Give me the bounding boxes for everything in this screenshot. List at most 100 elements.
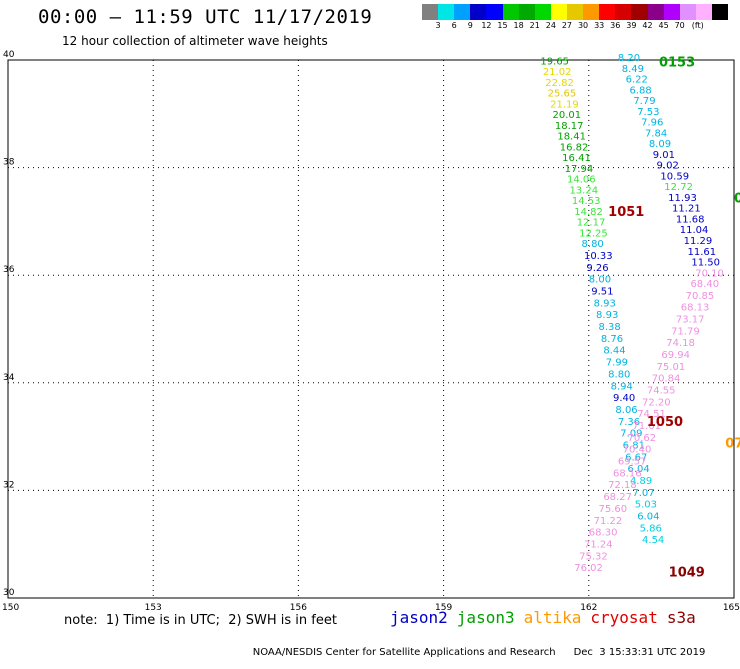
wave-height-value: 7.36 [618, 417, 640, 428]
legend-label: 42 [642, 21, 653, 30]
wave-height-value: 11.68 [676, 214, 705, 225]
legend-label: 15 [497, 21, 508, 30]
color-legend-labels: 3 6 9 12 15 18 21 24 27 30 33 36 39 42 45 70 (ft) [422, 21, 728, 33]
map-grid [7, 59, 735, 599]
wave-height-value: 8.20 [618, 53, 640, 64]
wave-height-value: 14.53 [572, 196, 601, 207]
legend-swatch [502, 4, 519, 20]
wave-height-value: 12.25 [579, 228, 608, 239]
wave-height-value: 70.85 [686, 291, 715, 302]
pass-time-label: 1049 [669, 565, 705, 580]
page-title: 00:00 – 11:59 UTC 11/17/2019 [38, 6, 373, 28]
credit-org: NOAA/NESDIS Center for Satellite Applica… [252, 647, 556, 658]
pass-time-label: 0153 [659, 55, 695, 70]
legend-label: (ft) [691, 21, 704, 30]
legend-label: 27 [561, 21, 573, 30]
altimeter-map-page: 00:00 – 11:59 UTC 11/17/2019 12 hour col… [2, 4, 740, 658]
track-t3: 68.4070.8568.1373.1771.7974.1869.9475.01… [574, 279, 719, 574]
wave-height-value: 71.24 [584, 539, 613, 550]
lon-tick-label: 153 [145, 603, 162, 613]
wave-height-value: 68.27 [603, 492, 632, 503]
wave-height-value: 7.84 [645, 128, 667, 139]
lon-tick-label: 162 [580, 603, 597, 613]
wave-height-value: 6.88 [629, 85, 651, 96]
pass-time-label: 0 [734, 192, 740, 207]
lon-tick-label: 159 [435, 603, 452, 613]
wave-height-value: 8.06 [615, 405, 637, 416]
wave-height-value: 9.26 [586, 263, 608, 274]
wave-height-value: 73.17 [676, 315, 705, 326]
wave-height-value: 9.01 [653, 150, 675, 161]
pass-time-label: 1051 [608, 205, 644, 220]
wave-height-value: 71.61 [632, 421, 661, 432]
wave-height-value: 11.04 [680, 225, 709, 236]
color-legend-bar [422, 4, 729, 20]
legend-swatch [454, 4, 471, 20]
wave-height-value: 75.60 [598, 504, 627, 515]
legend-swatch [534, 4, 551, 20]
legend-swatch [711, 4, 729, 20]
wave-height-value: 11.21 [672, 204, 701, 215]
wave-height-value: 9.02 [657, 161, 679, 172]
lat-tick-label: 38 [3, 158, 15, 168]
wave-height-value: 7.07 [632, 488, 654, 499]
wave-height-value: 75.32 [579, 551, 608, 562]
wave-height-value: 68.40 [690, 279, 719, 290]
wave-height-value: 22.82 [545, 78, 574, 89]
wave-height-value: 16.82 [560, 142, 589, 153]
wave-height-value: 72.20 [642, 397, 671, 408]
wave-height-value: 76.02 [574, 563, 603, 574]
wave-height-value: 5.86 [640, 523, 662, 534]
page-subtitle: 12 hour collection of altimeter wave hei… [62, 34, 328, 48]
wave-height-value: 69.57 [618, 457, 647, 468]
wave-height-value: 11.50 [691, 258, 720, 269]
wave-height-value: 74.18 [666, 338, 695, 349]
legend-swatch [486, 4, 503, 20]
wave-height-value: 8.00 [589, 275, 611, 286]
wave-height-value: 8.80 [582, 239, 604, 250]
pass-time-label: 1050 [647, 415, 683, 430]
footnote: note: 1) Time is in UTC; 2) SWH is in fe… [64, 613, 337, 628]
map-axis-labels: 150 153 156 159 162 165 40 38 36 34 32 30 [2, 50, 740, 613]
map-frame [7, 59, 735, 599]
wave-height-value: 7.99 [606, 358, 628, 369]
wave-height-value: 8.76 [601, 334, 623, 345]
wave-height-value: 6.04 [628, 464, 650, 475]
legend-swatch [422, 4, 439, 20]
legend-label: 70 [674, 21, 685, 30]
wave-height-value: 20.01 [553, 110, 582, 121]
wave-height-value: 7.09 [620, 429, 642, 440]
credit-timestamp: Dec 3 15:33:31 UTC 2019 [573, 647, 706, 658]
wave-height-value: 14.82 [574, 207, 603, 218]
legend-swatch [615, 4, 632, 20]
legend-swatch [663, 4, 680, 20]
altimeter-tracks: 19.6521.0222.8225.6521.1920.0118.1718.41… [540, 53, 724, 574]
legend-label: 9 [467, 21, 473, 30]
legend-label: 30 [577, 21, 589, 30]
wave-height-value: 71.22 [594, 516, 623, 527]
wave-height-value: 14.06 [567, 175, 596, 186]
wave-height-value: 6.81 [623, 440, 645, 451]
wave-height-value: 18.17 [555, 121, 584, 132]
wave-height-value: 6.67 [625, 452, 647, 463]
wave-height-value: 25.65 [548, 89, 577, 100]
legend-label: 6 [451, 21, 457, 30]
lon-tick-label: 150 [2, 603, 19, 613]
wave-height-value: 8.38 [598, 322, 620, 333]
wave-height-value: 21.02 [543, 67, 572, 78]
wave-height-value: 11.29 [684, 236, 713, 247]
wave-height-value: 68.30 [589, 528, 618, 539]
satellite-jason2: jason2 [390, 608, 448, 627]
legend-label: 45 [658, 21, 669, 30]
wave-height-value: 4.54 [642, 535, 664, 546]
wave-height-value: 5.03 [635, 500, 657, 511]
legend-swatch [583, 4, 600, 20]
wave-height-value: 7.53 [637, 107, 659, 118]
wave-height-value: 71.79 [671, 326, 700, 337]
legend-swatch [695, 4, 712, 20]
legend-label: 39 [626, 21, 637, 30]
track-t2: 8.208.496.226.887.797.537.967.848.099.01… [618, 53, 724, 279]
track-t1: 19.6521.0222.8225.6521.1920.0118.1718.41… [540, 56, 664, 546]
credit-line: NOAA/NESDIS Center for Satellite Applica… [240, 636, 723, 669]
wave-height-value: 6.22 [626, 75, 648, 86]
